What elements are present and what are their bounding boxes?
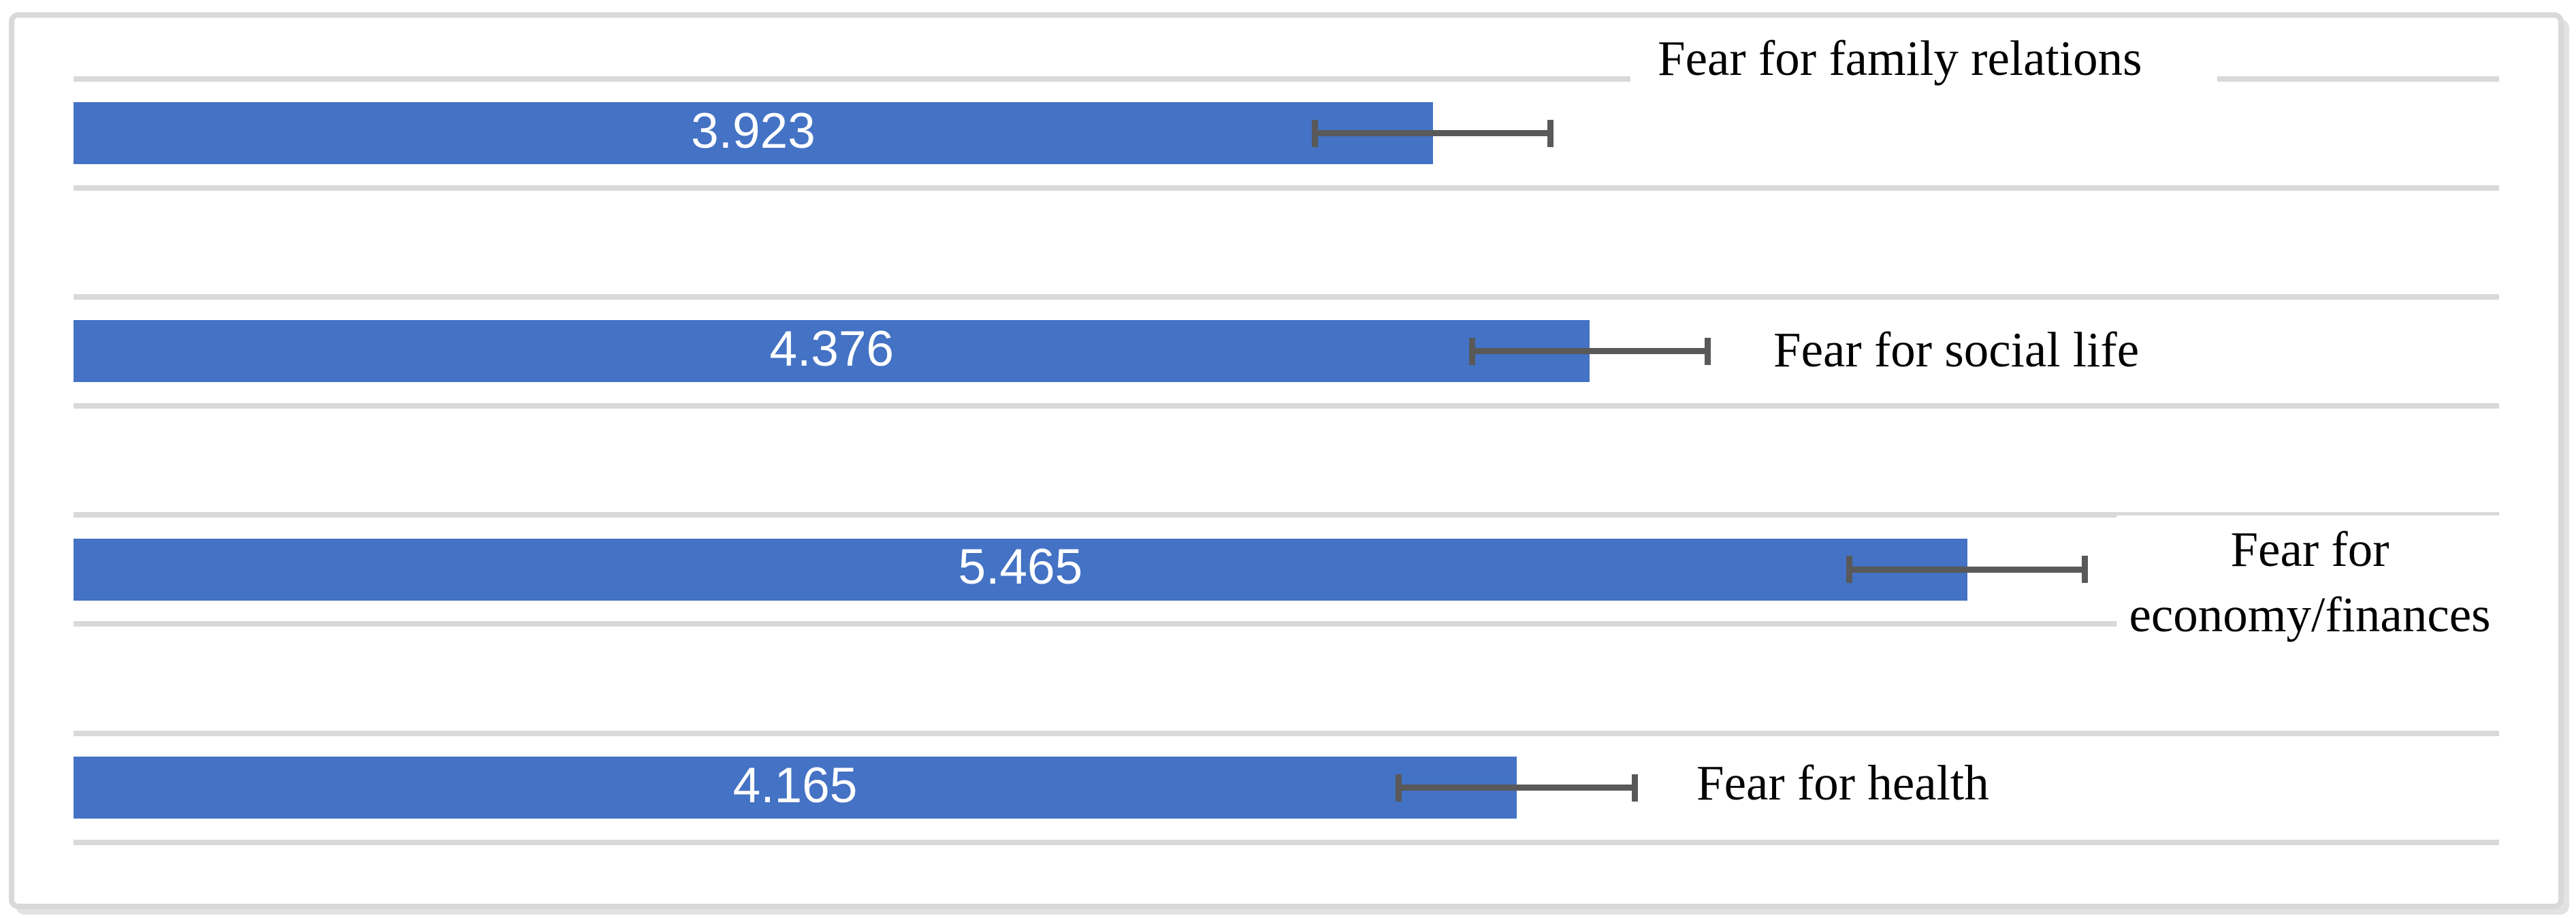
bar-value-label: 3.923: [691, 103, 816, 159]
bar: [74, 538, 1967, 601]
gridline: [74, 294, 2499, 300]
error-bar-cap-left: [1312, 119, 1319, 147]
error-bar: [1315, 130, 1551, 137]
gridline: [74, 512, 2499, 518]
category-label: Fear for family relations: [1630, 23, 2217, 94]
error-bar-cap-left: [1846, 556, 1853, 584]
error-bar-cap-right: [1547, 119, 1554, 147]
gridline: [74, 185, 2499, 191]
bar-value-label: 4.165: [732, 757, 858, 813]
gridline: [74, 621, 2499, 627]
bar: [74, 757, 1517, 819]
bar: [74, 102, 1433, 165]
gridline: [74, 76, 2499, 82]
error-bar-cap-right: [2082, 556, 2089, 584]
error-bar-cap-left: [1468, 337, 1475, 365]
gridline: [74, 839, 2499, 845]
error-bar-cap-right: [1704, 337, 1711, 365]
gridline: [74, 403, 2499, 409]
error-bar: [1472, 348, 1708, 355]
category-label: Fear for economy/finances: [2116, 516, 2503, 649]
bar-value-label: 5.465: [958, 539, 1083, 595]
error-bar-cap-left: [1396, 774, 1402, 802]
category-label: Fear for health: [1669, 748, 2016, 819]
gridline: [74, 730, 2499, 736]
bar-value-label: 4.376: [769, 321, 895, 377]
category-label: Fear for social life: [1746, 315, 2167, 385]
error-bar: [1398, 785, 1635, 791]
error-bar: [1849, 566, 2085, 573]
bar: [74, 320, 1590, 383]
error-bar-cap-right: [1631, 774, 1638, 802]
